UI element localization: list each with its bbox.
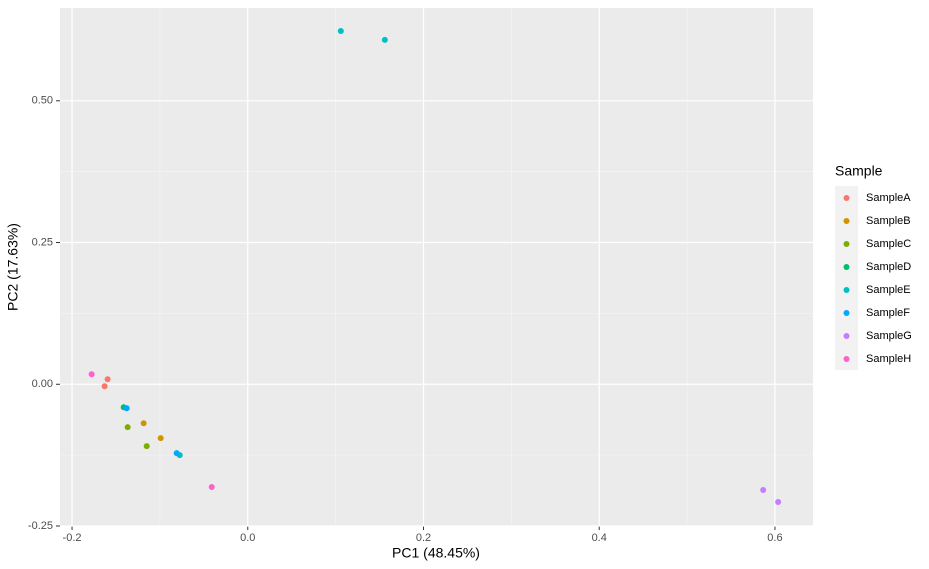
y-axis-title: PC2 (17.63%) bbox=[5, 223, 21, 311]
legend-key-bg bbox=[835, 186, 858, 370]
x-axis-title: PC1 (48.45%) bbox=[392, 545, 480, 561]
point bbox=[143, 443, 150, 450]
legend-marker bbox=[843, 310, 850, 316]
x-tick-label: 0.2 bbox=[416, 532, 431, 544]
legend-label: SampleC bbox=[866, 238, 911, 250]
legend-label: SampleD bbox=[866, 261, 911, 273]
point bbox=[88, 371, 95, 378]
point bbox=[208, 484, 215, 491]
y-tick-label: 0.50 bbox=[32, 95, 53, 107]
point bbox=[140, 420, 147, 427]
point bbox=[104, 376, 111, 383]
legend-label: SampleE bbox=[866, 284, 911, 296]
legend-marker bbox=[843, 356, 850, 362]
point bbox=[157, 435, 164, 442]
point bbox=[775, 499, 782, 506]
legend-label: SampleG bbox=[866, 330, 912, 342]
x-tick-label: 0.4 bbox=[592, 532, 607, 544]
point bbox=[101, 383, 108, 390]
y-tick-label: -0.25 bbox=[28, 520, 53, 532]
point bbox=[173, 450, 180, 457]
legend-marker bbox=[843, 287, 850, 293]
legend-title: Sample bbox=[835, 163, 883, 179]
plot-panel bbox=[60, 8, 813, 526]
point bbox=[124, 424, 131, 431]
legend-label: SampleF bbox=[866, 307, 910, 319]
point bbox=[381, 36, 388, 43]
legend-marker bbox=[843, 241, 850, 247]
legend-marker bbox=[843, 264, 850, 270]
x-tick-label: 0.6 bbox=[767, 532, 782, 544]
x-tick-label: 0.0 bbox=[240, 532, 255, 544]
legend-marker bbox=[843, 218, 850, 224]
legend-label: SampleB bbox=[866, 215, 911, 227]
legend-marker bbox=[843, 195, 850, 201]
legend-marker bbox=[843, 333, 850, 339]
legend-label: SampleH bbox=[866, 353, 911, 365]
y-tick-label: 0.25 bbox=[32, 236, 53, 248]
x-tick-label: -0.2 bbox=[63, 532, 82, 544]
point bbox=[123, 405, 130, 412]
point bbox=[337, 27, 344, 34]
y-tick-label: 0.00 bbox=[32, 378, 53, 390]
legend-label: SampleA bbox=[866, 192, 911, 204]
point bbox=[760, 487, 767, 494]
